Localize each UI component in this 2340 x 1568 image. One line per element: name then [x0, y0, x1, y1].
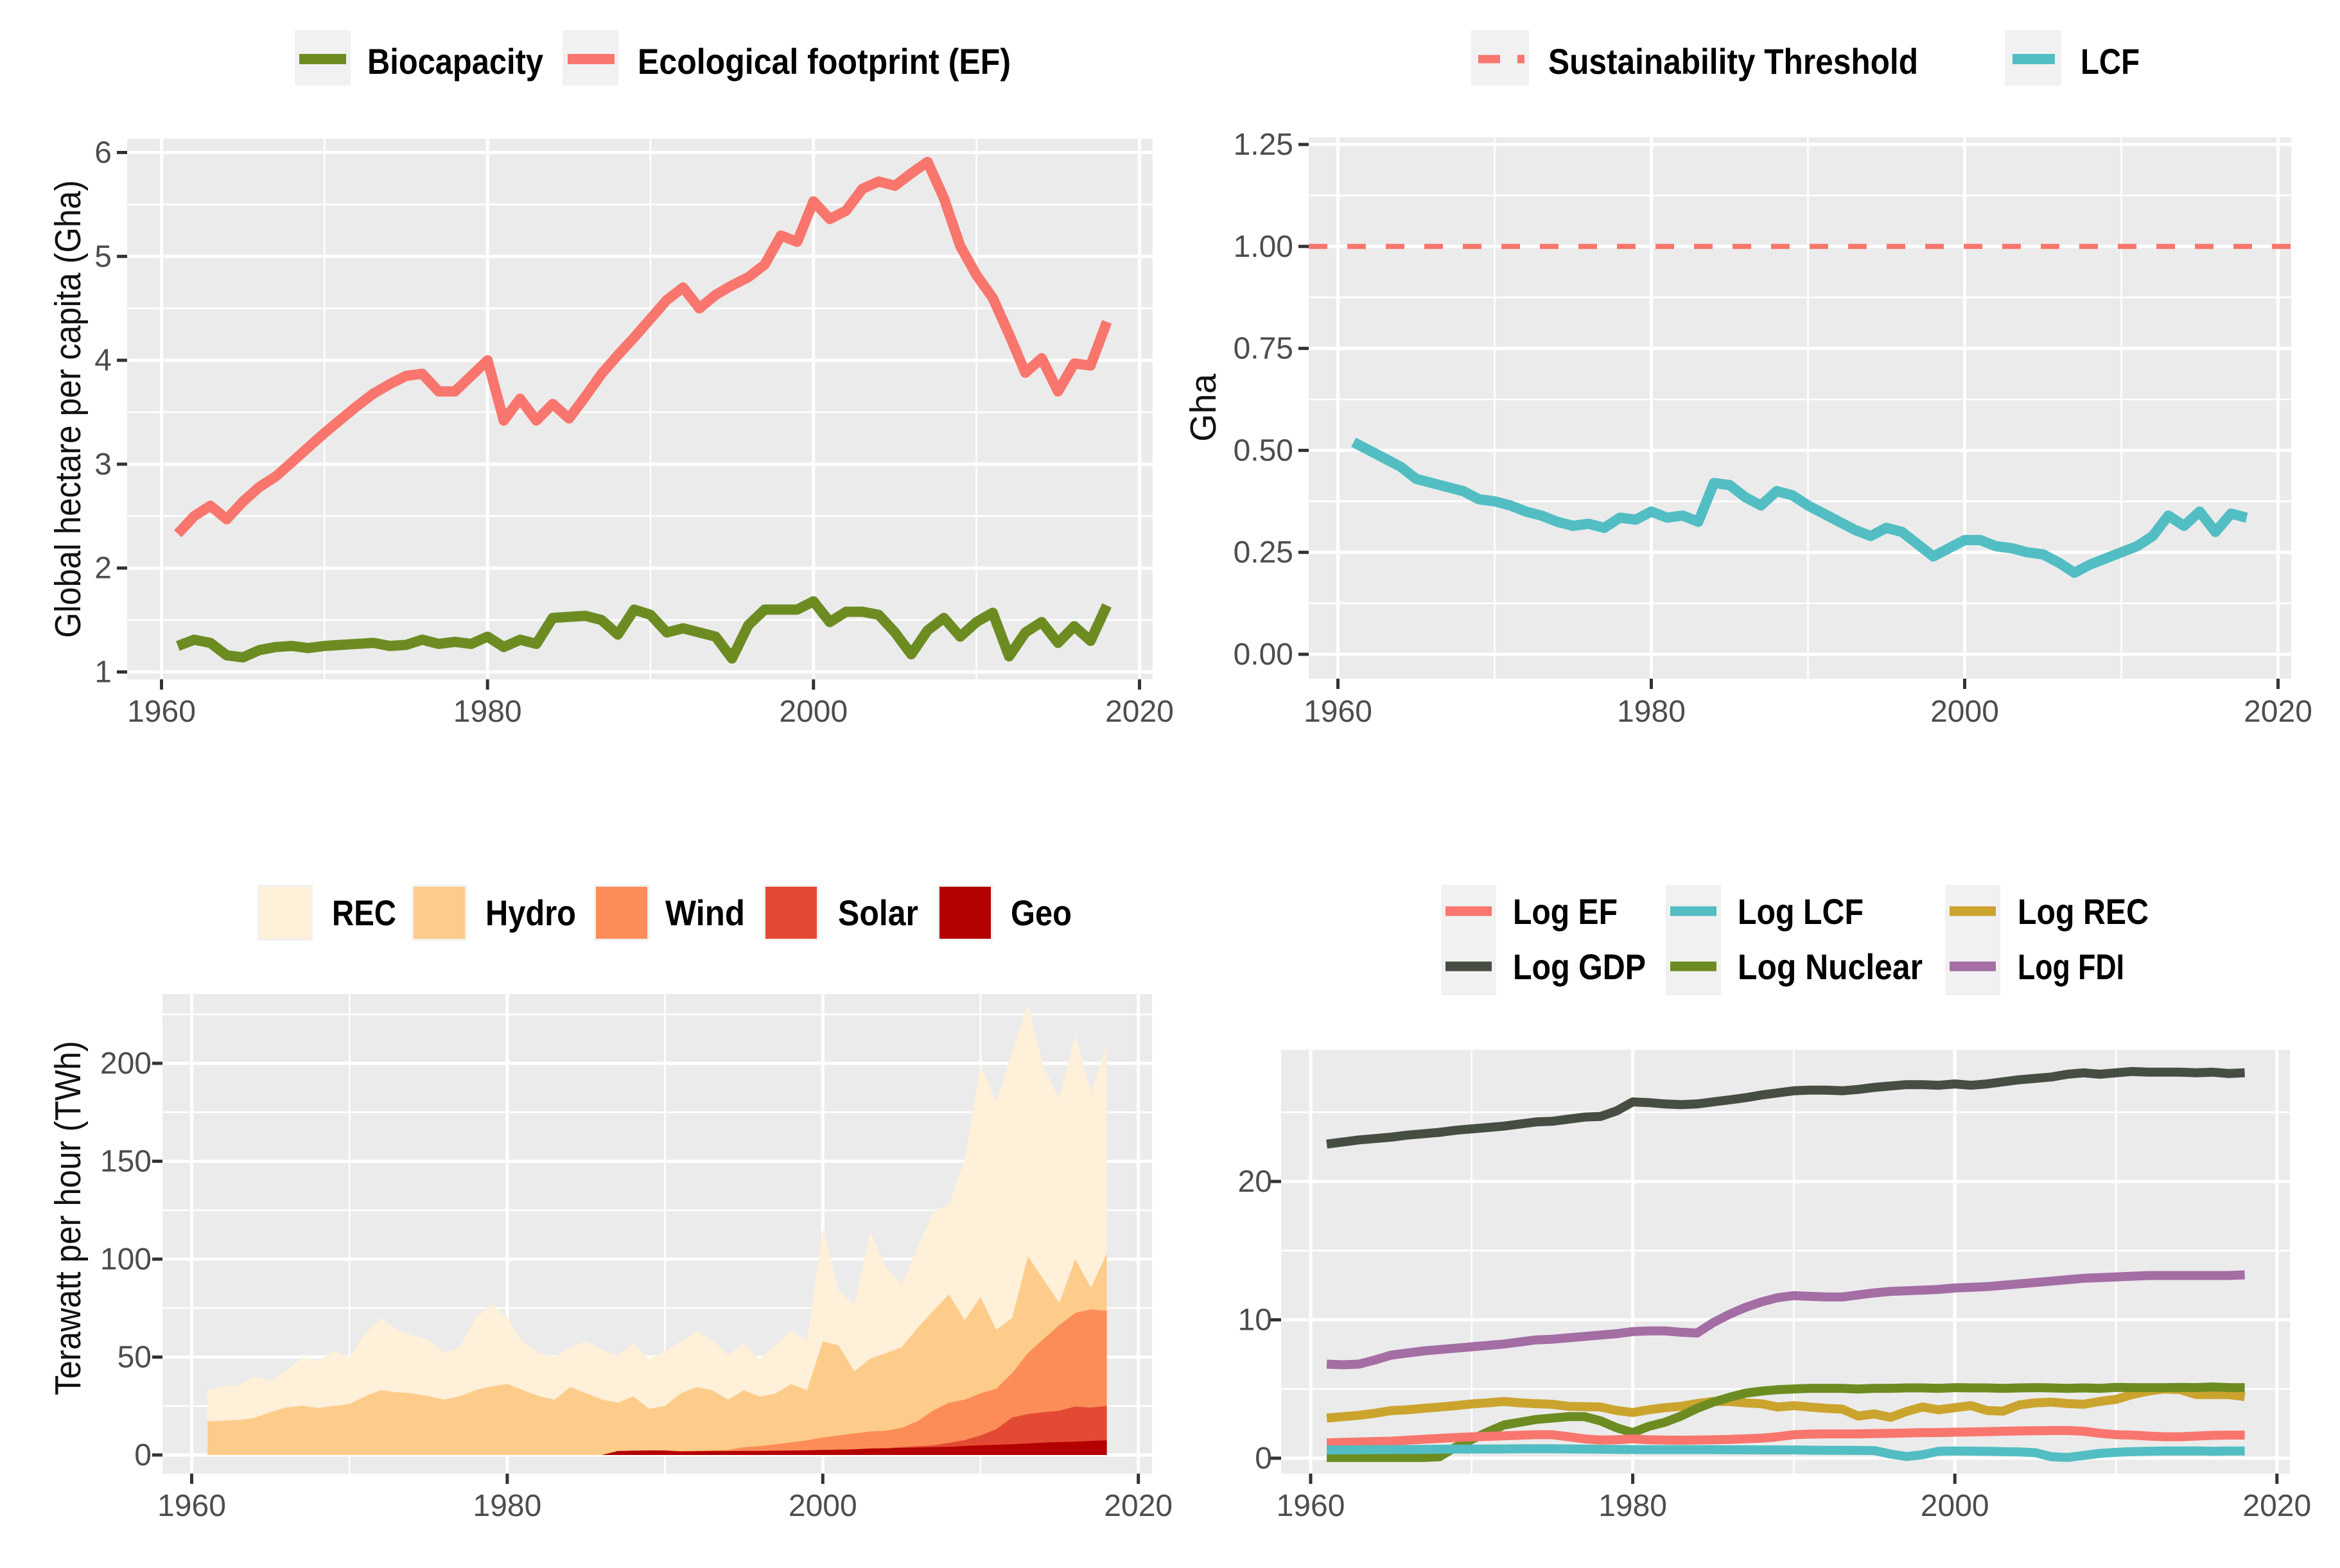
- svg-text:1960: 1960: [127, 695, 196, 729]
- svg-text:Solar: Solar: [838, 893, 918, 933]
- svg-text:0.75: 0.75: [1234, 332, 1293, 366]
- svg-text:200: 200: [100, 1047, 152, 1081]
- svg-text:2000: 2000: [779, 695, 848, 729]
- svg-text:0: 0: [1255, 1442, 1272, 1476]
- svg-text:0.25: 0.25: [1234, 536, 1293, 570]
- svg-text:1980: 1980: [1617, 695, 1686, 729]
- svg-text:3: 3: [94, 448, 112, 482]
- svg-text:20: 20: [1238, 1165, 1272, 1199]
- svg-text:Log REC: Log REC: [2018, 891, 2149, 932]
- svg-text:1980: 1980: [473, 1489, 542, 1523]
- svg-text:2000: 2000: [1921, 1489, 1989, 1523]
- svg-text:Terawatt per hour (TWh): Terawatt per hour (TWh): [48, 1041, 89, 1395]
- svg-text:0.50: 0.50: [1234, 433, 1293, 467]
- svg-text:1: 1: [94, 656, 112, 690]
- svg-text:2020: 2020: [2244, 695, 2312, 729]
- svg-text:Log FDI: Log FDI: [2018, 946, 2124, 987]
- svg-text:6: 6: [94, 136, 112, 170]
- svg-text:Sustainability Threshold: Sustainability Threshold: [1548, 41, 1918, 82]
- svg-text:Ecological footprint (EF): Ecological footprint (EF): [638, 41, 1011, 82]
- svg-text:Global hectare per capita (Gha: Global hectare per capita (Gha): [48, 180, 89, 638]
- svg-text:50: 50: [118, 1341, 152, 1375]
- svg-text:0: 0: [134, 1438, 152, 1472]
- svg-text:2020: 2020: [2242, 1489, 2311, 1523]
- svg-text:Log LCF: Log LCF: [1738, 891, 1864, 932]
- svg-text:5: 5: [94, 240, 112, 274]
- svg-text:Gha: Gha: [1183, 374, 1224, 442]
- svg-text:Biocapacity: Biocapacity: [367, 41, 543, 82]
- svg-text:Wind: Wind: [665, 893, 745, 933]
- svg-text:Geo: Geo: [1011, 893, 1072, 933]
- svg-text:100: 100: [100, 1242, 152, 1276]
- svg-text:1960: 1960: [1304, 695, 1372, 729]
- svg-text:2000: 2000: [1930, 695, 1999, 729]
- svg-text:Log Nuclear: Log Nuclear: [1738, 946, 1923, 987]
- svg-text:2000: 2000: [789, 1489, 857, 1523]
- svg-text:1960: 1960: [1277, 1489, 1345, 1523]
- svg-text:2020: 2020: [1105, 695, 1174, 729]
- svg-text:LCF: LCF: [2081, 41, 2140, 82]
- svg-text:REC: REC: [332, 893, 396, 933]
- svg-text:Log GDP: Log GDP: [1513, 946, 1646, 987]
- svg-text:1.25: 1.25: [1234, 128, 1293, 162]
- svg-text:10: 10: [1238, 1303, 1272, 1337]
- svg-text:0.00: 0.00: [1234, 638, 1293, 672]
- svg-text:150: 150: [100, 1145, 152, 1179]
- svg-text:4: 4: [94, 344, 112, 378]
- svg-text:1960: 1960: [157, 1489, 226, 1523]
- svg-text:2020: 2020: [1104, 1489, 1173, 1523]
- svg-text:Hydro: Hydro: [485, 893, 576, 933]
- svg-text:1980: 1980: [1598, 1489, 1667, 1523]
- svg-text:1.00: 1.00: [1234, 230, 1293, 264]
- svg-text:Log EF: Log EF: [1513, 891, 1618, 932]
- svg-text:1980: 1980: [453, 695, 522, 729]
- svg-text:2: 2: [94, 552, 112, 586]
